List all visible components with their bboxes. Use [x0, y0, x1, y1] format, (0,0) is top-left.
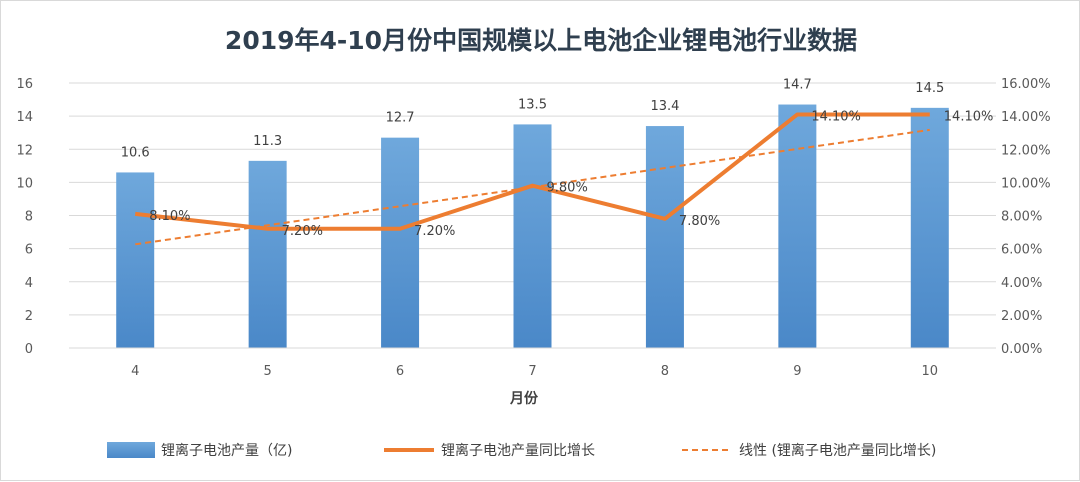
- bar-value-label: 11.3: [253, 134, 282, 149]
- y2-tick-label: 10.00%: [1001, 176, 1051, 191]
- bar: [910, 107, 949, 348]
- y2-tick-label: 8.00%: [1001, 210, 1042, 225]
- line-value-label: 14.10%: [811, 109, 861, 124]
- y2-tick-label: 0.00%: [1001, 342, 1042, 357]
- legend-label-bar: 锂离子电池产量（亿): [161, 442, 292, 459]
- y-tick-label: 12: [16, 143, 33, 158]
- x-tick-label: 8: [661, 364, 669, 379]
- line-value-label: 7.20%: [282, 224, 323, 239]
- y2-tick-label: 16.00%: [1001, 77, 1051, 92]
- y2-tick-label: 2.00%: [1001, 309, 1042, 324]
- bar: [381, 137, 420, 348]
- bar: [513, 124, 552, 348]
- x-tick-label: 10: [922, 364, 939, 379]
- y-tick-label: 16: [16, 77, 33, 92]
- bar-value-label: 13.4: [650, 99, 679, 114]
- y-tick-label: 4: [25, 276, 33, 291]
- legend-label-line: 锂离子电池产量同比增长: [441, 442, 595, 459]
- y-tick-label: 2: [25, 309, 33, 324]
- line-value-label: 14.10%: [944, 109, 994, 124]
- bar-value-label: 12.7: [386, 111, 415, 126]
- y-tick-label: 0: [25, 342, 33, 357]
- line-value-label: 7.20%: [414, 224, 455, 239]
- bar-value-label: 13.5: [518, 97, 547, 112]
- bar-value-label: 14.7: [783, 78, 812, 93]
- x-tick-label: 6: [396, 364, 404, 379]
- legend-swatch-bar: [107, 442, 155, 458]
- bar-value-label: 14.5: [915, 81, 944, 96]
- data-labels: 10.6 11.3 12.7 13.5 13.4 14.7 14.5 8.10% 7.20% 7.…: [121, 78, 994, 239]
- y2-tick-label: 4.00%: [1001, 276, 1042, 291]
- line-value-label: 9.80%: [547, 181, 588, 196]
- bar: [778, 104, 817, 348]
- line-value-label: 7.80%: [679, 214, 720, 229]
- chart-title: 2019年4-10月份中国规模以上电池企业锂电池行业数据: [225, 26, 857, 55]
- bar: [645, 126, 684, 348]
- y-axis-left: 0 2 4 6 8 10 12 14 16: [16, 77, 33, 357]
- y-axis-right: 0.00% 2.00% 4.00% 6.00% 8.00% 10.00% 12.00% 14.…: [1001, 77, 1051, 357]
- growth-line: [134, 112, 930, 231]
- x-tick-label: 9: [793, 364, 801, 379]
- legend-label-trend: 线性 (锂离子电池产量同比增长): [739, 442, 936, 459]
- bar-value-label: 10.6: [121, 145, 150, 160]
- bar-series: [116, 104, 949, 348]
- x-axis-title: 月份: [509, 390, 539, 407]
- y-tick-label: 6: [25, 243, 33, 258]
- x-axis: 4 5 6 7 8 9 10: [69, 347, 996, 379]
- growth-line-series: [134, 112, 930, 231]
- x-tick-label: 7: [528, 364, 536, 379]
- y-tick-label: 8: [25, 210, 33, 225]
- bar: [116, 172, 155, 348]
- y2-tick-label: 12.00%: [1001, 143, 1051, 158]
- x-tick-label: 5: [264, 364, 272, 379]
- y2-tick-label: 14.00%: [1001, 110, 1051, 125]
- line-value-label: 8.10%: [149, 209, 190, 224]
- bar: [248, 160, 287, 348]
- x-tick-label: 4: [131, 364, 139, 379]
- y-tick-label: 10: [16, 176, 33, 191]
- y-tick-label: 14: [16, 110, 33, 125]
- legend: 锂离子电池产量（亿) 锂离子电池产量同比增长 线性 (锂离子电池产量同比增长): [107, 442, 936, 459]
- y2-tick-label: 6.00%: [1001, 243, 1042, 258]
